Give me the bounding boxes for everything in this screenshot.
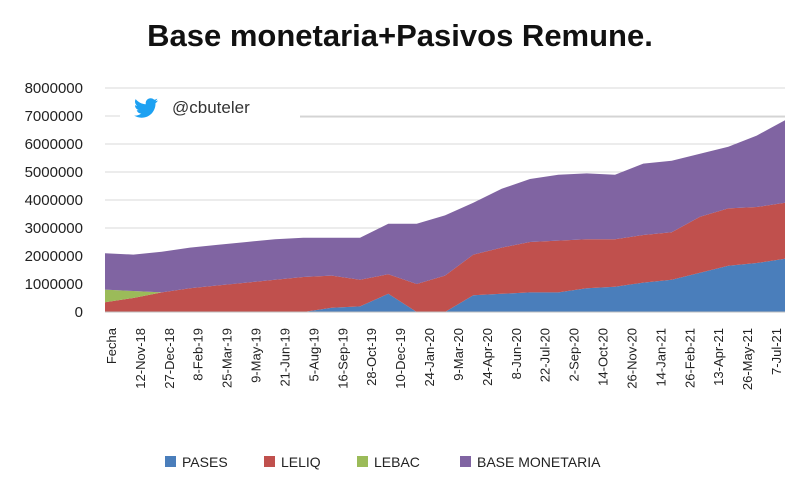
x-tick-labels: Fecha 12-Nov-18 27-Dec-18 8-Feb-19 25-Mar-19… xyxy=(104,327,784,390)
y-tick-label: 5000000 xyxy=(25,164,83,181)
x-tick-label: 16-Sep-19 xyxy=(335,328,350,389)
x-tick-label: 14-Oct-20 xyxy=(596,328,611,386)
x-tick-label: 12-Nov-18 xyxy=(133,328,148,389)
y-tick-label: 6000000 xyxy=(25,136,83,153)
x-tick-label: 9-May-19 xyxy=(249,328,264,383)
series-area-pases xyxy=(105,258,785,312)
legend-label: PASES xyxy=(182,454,228,470)
y-tick-label: 0 xyxy=(75,304,83,321)
x-tick-label: Fecha xyxy=(104,327,119,364)
x-tick-label: 14-Jan-21 xyxy=(653,328,668,387)
legend-swatch xyxy=(460,456,471,467)
x-tick-label: 8-Feb-19 xyxy=(191,328,206,381)
y-tick-label: 3000000 xyxy=(25,220,83,237)
x-tick-label: 27-Dec-18 xyxy=(162,328,177,389)
y-tick-label: 7000000 xyxy=(25,108,83,125)
y-tick-labels: 0 1000000 2000000 3000000 4000000 5000000 6000… xyxy=(25,80,83,321)
legend-swatch xyxy=(357,456,368,467)
x-tick-label: 28-Oct-19 xyxy=(364,328,379,386)
legend-swatch xyxy=(264,456,275,467)
legend-label: BASE MONETARIA xyxy=(477,454,601,470)
legend: PASES LELIQ LEBAC BASE MONETARIA xyxy=(165,454,601,470)
x-tick-label: 22-Jul-20 xyxy=(538,328,553,382)
twitter-bird-icon xyxy=(134,98,158,118)
series-area-leliq xyxy=(105,202,785,312)
x-tick-label: 21-Jun-19 xyxy=(278,328,293,387)
x-tick-label: 8-Jun-20 xyxy=(509,328,524,379)
x-tick-label: 26-Feb-21 xyxy=(682,328,697,388)
annotation-handle: @cbuteler xyxy=(172,98,250,117)
legend-swatch xyxy=(165,456,176,467)
x-tick-label: 9-Mar-20 xyxy=(451,328,466,381)
x-tick-label: 13-Apr-21 xyxy=(711,328,726,386)
x-tick-label: 24-Apr-20 xyxy=(480,328,495,386)
y-tick-label: 4000000 xyxy=(25,192,83,209)
y-tick-label: 8000000 xyxy=(25,80,83,97)
x-tick-label: 26-Nov-20 xyxy=(624,328,639,389)
legend-label: LELIQ xyxy=(281,454,321,470)
x-tick-label: 26-May-21 xyxy=(740,328,755,390)
y-tick-label: 1000000 xyxy=(25,276,83,293)
y-tick-label: 2000000 xyxy=(25,248,83,265)
series-area-base-monetaria xyxy=(105,120,785,293)
x-tick-label: 2-Sep-20 xyxy=(567,328,582,381)
x-tick-label: 10-Dec-19 xyxy=(393,328,408,389)
x-tick-label: 25-Mar-19 xyxy=(220,328,235,388)
stacked-areas xyxy=(105,120,785,312)
chart-title: Base monetaria+Pasivos Remune. xyxy=(147,18,653,53)
annotation: @cbuteler xyxy=(120,92,785,124)
legend-label: LEBAC xyxy=(374,454,420,470)
x-tick-label: 7-Jul-21 xyxy=(769,328,784,375)
x-tick-label: 24-Jan-20 xyxy=(422,328,437,387)
x-tick-label: 5-Aug-19 xyxy=(306,328,321,381)
